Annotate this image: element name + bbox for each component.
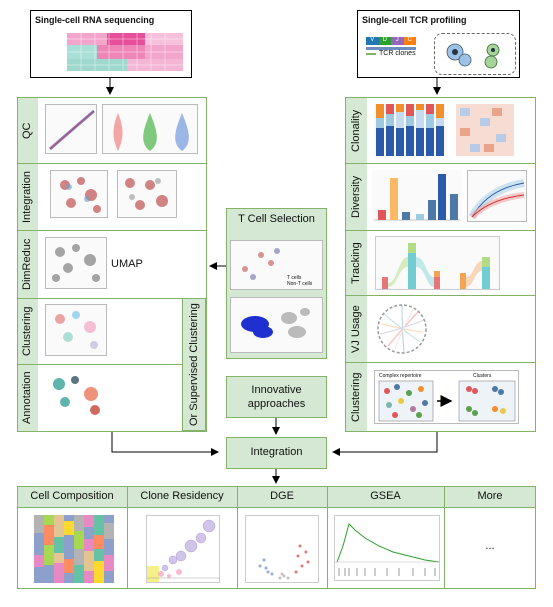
supervised-clustering-label: Or Supervised Clustering (188, 303, 200, 426)
qc-scatter-thumb (45, 104, 97, 154)
output-gsea-label: GSEA (370, 490, 401, 502)
clusters-label: Clusters (473, 373, 492, 379)
left-sep-1 (17, 163, 207, 164)
integration-box (226, 437, 327, 469)
cell-composition-thumb (34, 515, 114, 583)
step-tracking-label: Tracking (350, 242, 362, 284)
right-sep-4 (345, 362, 536, 363)
step-integration-label: Integration (21, 171, 33, 223)
tcell-umap-thumb-2 (230, 297, 323, 353)
tcell-selection-title: T Cell Selection (238, 213, 315, 225)
left-sep-4 (17, 364, 183, 365)
tcell-legend-tcells: T cells (287, 275, 302, 281)
vdj-bar: V D J C (366, 37, 416, 45)
arrow-left-to-integration (111, 432, 219, 456)
integration-umap-thumb-1 (50, 170, 108, 218)
output-clone-residency-label: Clone Residency (140, 490, 224, 502)
vdj-v: V (366, 37, 379, 45)
output-divider-3 (327, 486, 328, 589)
cells-icon (446, 43, 500, 69)
sctcr-title: Single-cell TCR profiling (362, 15, 467, 25)
step-tcr-clustering-label: Clustering (350, 372, 362, 422)
complex-repertoire-label: Complex repertoire (379, 373, 422, 379)
tcell-legend-nontcells: Non-T cells (287, 281, 313, 287)
output-more-label: More (477, 490, 503, 502)
annotation-umap-thumb (45, 372, 107, 422)
clone-residency-thumb (146, 515, 220, 583)
tcr-legend-swatch (366, 53, 376, 55)
diversity-bar-thumb (372, 170, 462, 222)
tcell-cluster-icon (434, 33, 516, 75)
tcr-clustering-inset: Complex repertoire Clusters (374, 370, 519, 424)
vdj-c: C (403, 37, 416, 45)
dimreduc-umap-thumb (45, 237, 107, 289)
innovative-line-1: Innovative (251, 384, 302, 396)
right-sep-1 (345, 163, 536, 164)
vdj-d: D (378, 37, 391, 45)
output-cell-composition-label: Cell Composition (30, 490, 114, 502)
clonality-stacked-bar-thumb (374, 104, 448, 156)
integration-label: Integration (250, 446, 303, 458)
step-dimreduc-label: DimReduc (21, 238, 33, 291)
tcr-line-1 (366, 47, 416, 50)
tcell-legend: T cells Non-T cells (287, 275, 312, 287)
innovative-line-2: approaches (247, 398, 306, 410)
innovative-approaches-box (226, 376, 327, 418)
left-sep-2 (17, 230, 207, 231)
dge-volcano-thumb (245, 515, 319, 583)
outputs-header (17, 486, 536, 508)
integration-umap-thumb-2 (117, 170, 177, 218)
tcr-legend-label: TCR clones (379, 50, 416, 57)
step-clonality-label: Clonality (350, 109, 362, 152)
qc-violin-thumb (102, 104, 198, 154)
arrow-right-to-integration (332, 432, 438, 456)
step-qc-label: QC (21, 122, 33, 139)
output-divider-4 (444, 486, 445, 589)
diversity-rarefaction-thumb (467, 170, 527, 222)
sctcr-input-box: Single-cell TCR profiling V D J C TCR cl… (357, 10, 520, 78)
umap-label: UMAP (111, 258, 143, 270)
vj-chord-thumb (374, 302, 430, 356)
output-divider-1 (127, 486, 128, 589)
tcell-umap-thumb-1: T cells Non-T cells (230, 240, 323, 290)
gsea-enrichment-thumb (334, 515, 440, 581)
right-sep-2 (345, 230, 536, 231)
vdj-j: J (391, 37, 404, 45)
step-vjusage-label: VJ Usage (350, 305, 362, 353)
clustering-umap-thumb (45, 304, 107, 356)
step-annotation-label: Annotation (21, 371, 33, 425)
scrna-title: Single-cell RNA sequencing (35, 15, 155, 25)
step-diversity-label: Diversity (350, 175, 362, 219)
left-sep-3 (17, 298, 207, 299)
scrna-heatmap-icon (67, 33, 183, 71)
tracking-alluvial-thumb (375, 236, 500, 290)
output-divider-2 (237, 486, 238, 589)
scrna-input-box: Single-cell RNA sequencing (30, 10, 192, 78)
output-dge-label: DGE (270, 490, 294, 502)
step-clustering-label: Clustering (21, 306, 33, 357)
clonality-heatmap-thumb (456, 104, 514, 156)
right-sep-3 (345, 295, 536, 296)
innovative-approaches-label: Innovative approaches (226, 383, 327, 411)
output-more-content: ... (485, 540, 495, 552)
